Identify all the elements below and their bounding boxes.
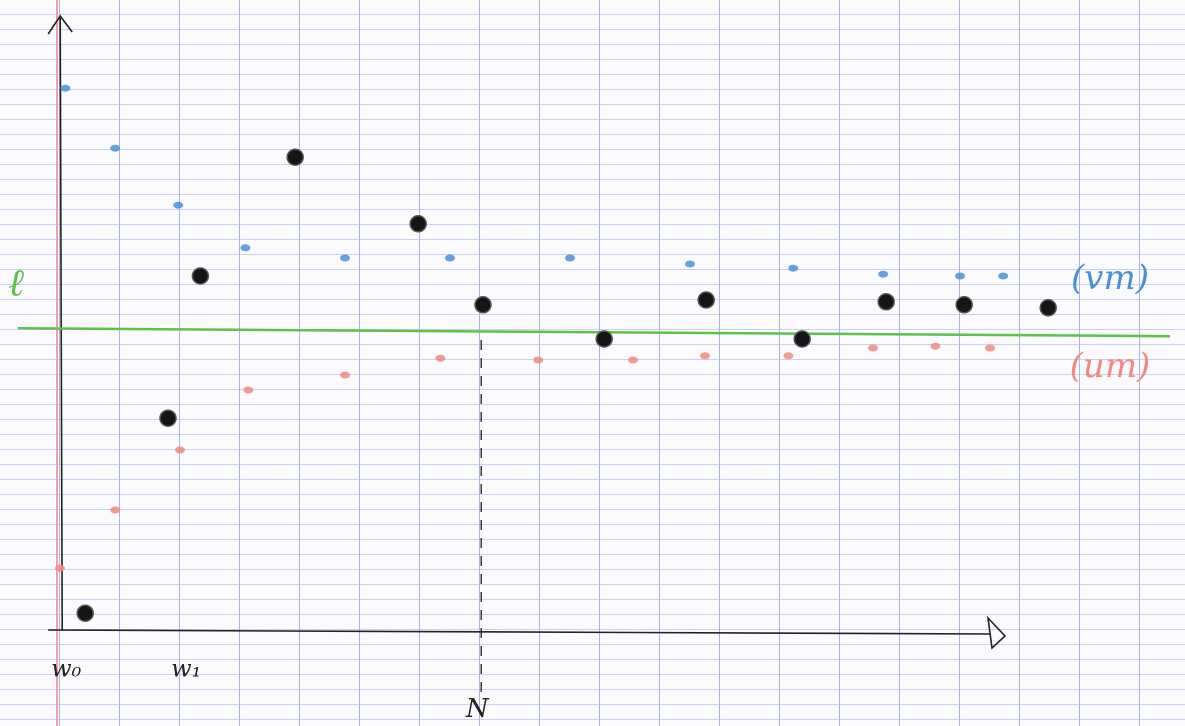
point — [794, 331, 810, 347]
n-label: N — [465, 694, 490, 724]
x-tick-label: w₁ — [171, 655, 201, 683]
y-axis — [60, 18, 62, 630]
point — [998, 273, 1008, 280]
point — [1040, 300, 1056, 316]
point — [985, 345, 995, 352]
point — [77, 605, 93, 621]
point — [60, 85, 70, 92]
point — [685, 261, 695, 268]
point — [445, 255, 455, 262]
point — [783, 352, 793, 359]
point — [868, 345, 878, 352]
point — [788, 265, 798, 272]
point — [698, 292, 714, 308]
point — [533, 357, 543, 364]
point — [956, 297, 972, 313]
point — [340, 372, 350, 379]
point — [435, 355, 445, 362]
limit-line — [18, 328, 1170, 336]
point — [878, 294, 894, 310]
point — [340, 255, 350, 262]
point — [628, 357, 638, 364]
point — [700, 352, 710, 359]
point — [596, 331, 612, 347]
point — [955, 273, 965, 280]
point — [930, 343, 940, 350]
page: w₀w₁ℓN(vm)(um) (() => { const data = JSO… — [0, 0, 1185, 726]
point — [878, 271, 888, 278]
point — [240, 244, 250, 251]
point — [192, 268, 208, 284]
point — [565, 255, 575, 262]
point — [173, 202, 183, 209]
point — [160, 410, 176, 426]
series-label: (um) — [1070, 346, 1151, 386]
point — [110, 145, 120, 152]
point — [55, 565, 65, 572]
limit-label: ℓ — [8, 261, 24, 305]
point — [410, 216, 426, 232]
point — [175, 447, 185, 454]
point — [243, 387, 253, 394]
series-label: (vm) — [1071, 258, 1149, 298]
x-axis — [48, 630, 990, 634]
chart: w₀ w₁ ℓ N (vm) (um) — [0, 0, 1185, 726]
point — [287, 149, 303, 165]
point — [110, 507, 120, 514]
point — [475, 297, 491, 313]
x-tick-label: w₀ — [51, 655, 82, 683]
x-axis-arrow — [988, 618, 1005, 648]
